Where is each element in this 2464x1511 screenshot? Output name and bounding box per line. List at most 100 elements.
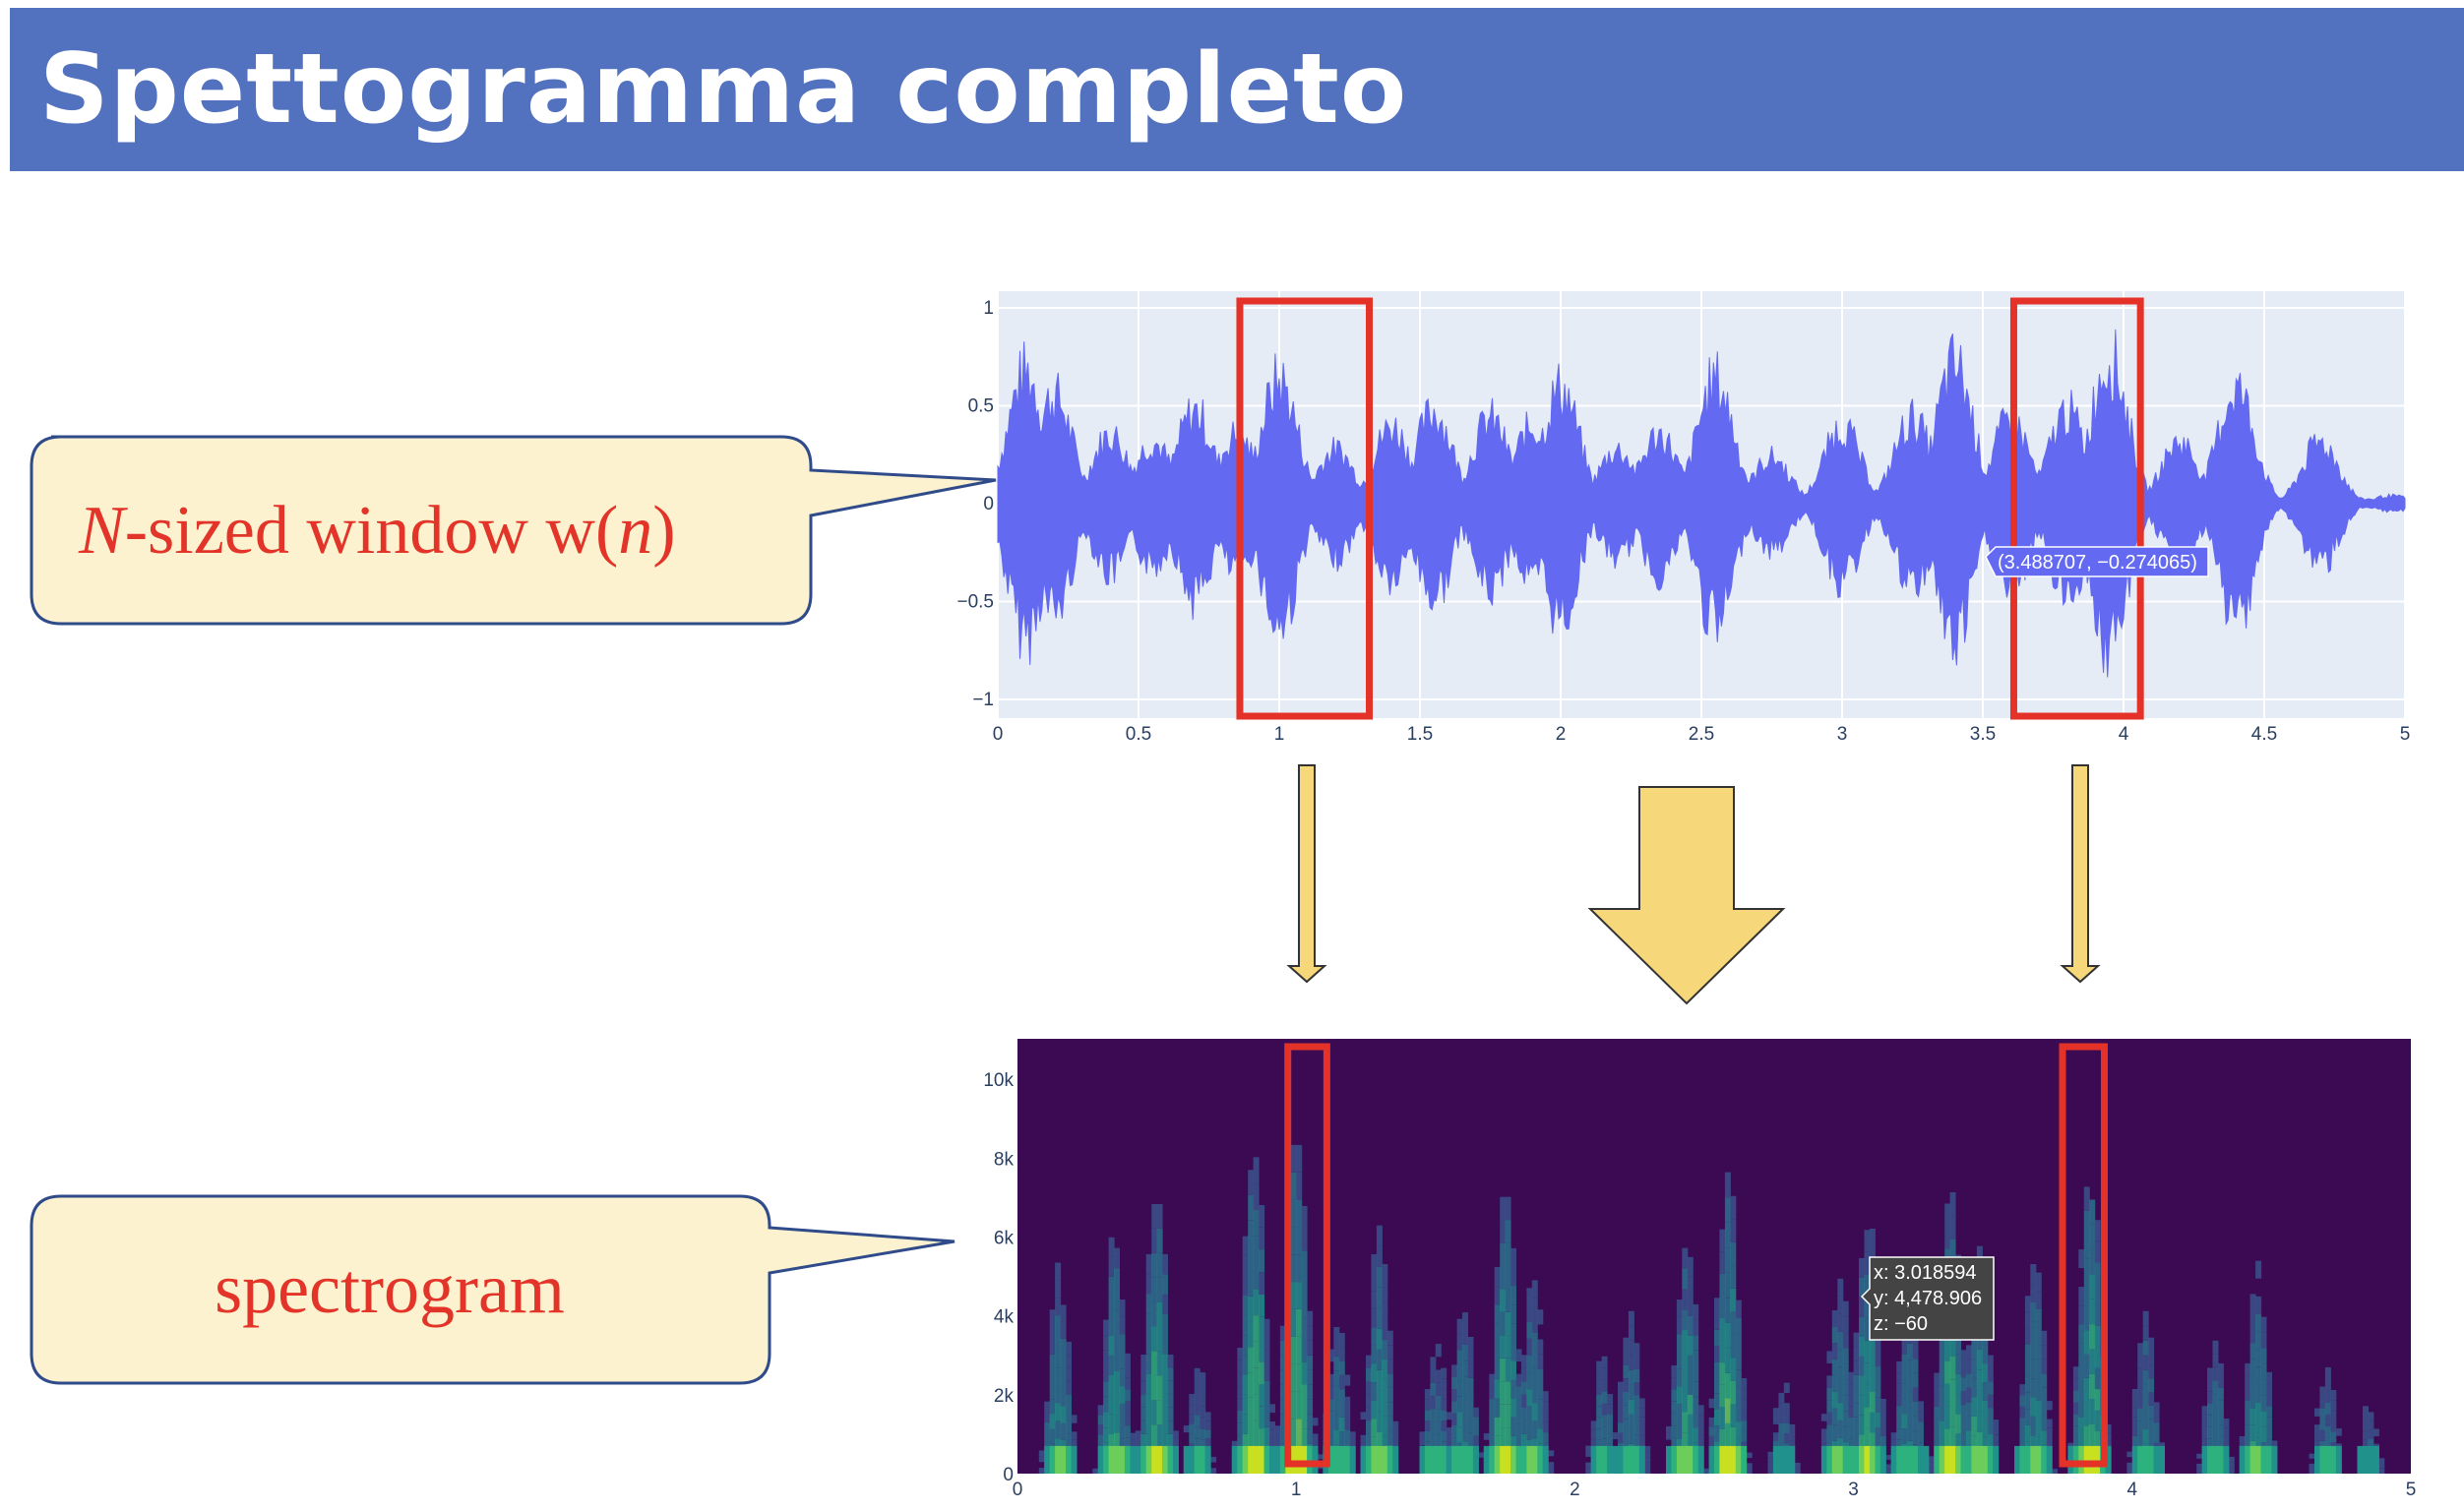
spectrogram-cell — [1119, 1352, 1126, 1369]
spectrogram-cell — [2245, 1436, 2251, 1450]
spectrogram-cell — [1446, 1412, 1452, 1420]
spectrogram-cell — [2072, 1366, 2079, 1379]
arrow-right-small — [2060, 764, 2101, 984]
spectrogram-cell — [1290, 1391, 1297, 1420]
spectrogram-cell — [1494, 1323, 1501, 1343]
spectrogram-low-band — [1456, 1445, 1463, 1474]
spectrogram-cell — [2255, 1402, 2262, 1420]
spectrogram-cell — [1623, 1392, 1630, 1406]
spectrogram-cell — [1966, 1387, 1972, 1403]
spectrogram-low-band — [1676, 1445, 1683, 1474]
spectrogram-cell — [1371, 1400, 1378, 1420]
spectrogram-cell — [1666, 1432, 1672, 1440]
spectrogram-cell — [1724, 1247, 1731, 1273]
spectrogram-cell — [1526, 1355, 1533, 1373]
spectrogram-cell — [1467, 1405, 1474, 1420]
spectrogram-cell — [1259, 1428, 1265, 1452]
spectrogram-cell — [1237, 1422, 1244, 1436]
spectrogram-cell — [2223, 1419, 2230, 1428]
spectrogram-cell — [1638, 1426, 1645, 1436]
spectrogram-cell — [1912, 1372, 1919, 1388]
spectrogram-cell — [1500, 1381, 1507, 1405]
spectrogram-cell — [1960, 1377, 1967, 1392]
spectrogram-cell — [1167, 1420, 1174, 1434]
spectrogram-low-band — [1638, 1445, 1645, 1474]
spectrogram-cell — [1730, 1427, 1737, 1451]
spectrogram-cell — [1124, 1365, 1131, 1378]
spectrogram-cell — [2223, 1436, 2230, 1446]
spectrogram-cell — [1708, 1426, 1715, 1436]
spectrogram-cell — [1242, 1433, 1249, 1454]
spectrogram-cell — [1376, 1411, 1383, 1432]
spectrogram-cell — [1140, 1407, 1147, 1421]
spectrogram-cell — [1820, 1436, 1827, 1444]
spectrogram-cell — [1859, 1257, 1865, 1278]
spectrogram-cell — [1618, 1402, 1624, 1413]
spectrogram-cell — [1714, 1361, 1720, 1378]
spectrogram-cell — [1376, 1369, 1383, 1391]
spectrogram-cell — [1066, 1394, 1072, 1408]
spectrogram-cell — [2260, 1426, 2267, 1443]
spectrogram-cell — [1172, 1430, 1179, 1438]
spectrogram-cell — [1472, 1417, 1479, 1426]
spectrogram-cell — [2217, 1375, 2224, 1388]
spectrogram-cell — [1242, 1414, 1249, 1434]
spectrogram-cell — [1097, 1415, 1104, 1425]
spectrogram-cell — [1993, 1426, 2000, 1435]
spectrogram-cell — [1537, 1354, 1544, 1369]
spectrogram-cell — [1200, 1406, 1206, 1418]
spectrogram-cell — [1263, 1365, 1270, 1381]
spectrogram-cell — [1242, 1315, 1249, 1336]
spectrogram-cell — [1949, 1215, 1956, 1239]
spectrogram-cell — [1596, 1394, 1603, 1407]
spectrogram-cell — [1515, 1399, 1522, 1412]
spectrogram-cell — [1708, 1435, 1715, 1446]
spectrogram-cell — [1441, 1399, 1448, 1411]
spectrogram-cell — [2105, 1440, 2112, 1449]
spectrogram-cell — [1338, 1360, 1345, 1375]
spectrogram-cell — [1542, 1391, 1549, 1402]
spectrogram-cell — [1982, 1419, 1989, 1437]
spectrogram-cell — [1542, 1412, 1549, 1422]
spectrogram-cell — [1848, 1383, 1855, 1395]
spectrogram-cell — [1976, 1390, 1983, 1412]
spectrogram-cell — [1949, 1333, 1956, 1357]
spectrogram-cell — [1194, 1426, 1201, 1439]
spectrogram-low-band — [2153, 1445, 2160, 1474]
spectrogram-cell — [1724, 1272, 1731, 1299]
spectrogram-cell — [1693, 1335, 1699, 1351]
spectrogram-cell — [1467, 1377, 1474, 1392]
spectrogram-cell — [2041, 1402, 2048, 1417]
spectrogram-cell — [1248, 1245, 1255, 1272]
spectrogram-cell — [2137, 1395, 2144, 1409]
spectrogram-cell — [2041, 1345, 2048, 1360]
spectrogram-cell — [2078, 1287, 2085, 1306]
spectrogram-cell — [1618, 1432, 1624, 1443]
spectrogram-cell — [1424, 1431, 1431, 1442]
spectrogram-cell — [1044, 1412, 1051, 1422]
spectrogram-cell — [1671, 1377, 1678, 1390]
spectrogram-cell — [1971, 1359, 1978, 1379]
spectrogram-low-band — [1890, 1445, 1897, 1474]
spectrogram-cell — [1119, 1334, 1126, 1353]
spectrogram-low-band — [1960, 1445, 1967, 1474]
spectrogram-cell — [2030, 1340, 2037, 1360]
spectrogram-cell — [1820, 1428, 1827, 1436]
spectrogram-cell — [1307, 1399, 1314, 1415]
spectrogram-cell — [1746, 1468, 1753, 1474]
spectrogram-cell — [1966, 1359, 1972, 1374]
spectrogram-cell — [1515, 1436, 1522, 1449]
spectrogram-cell — [1049, 1399, 1056, 1415]
spectrogram-cell — [1607, 1433, 1614, 1444]
spectrogram-cell — [1371, 1382, 1378, 1401]
spectrogram-cell — [1435, 1344, 1442, 1358]
spectrogram-low-band — [1515, 1445, 1522, 1474]
spectrogram-cell — [1859, 1336, 1865, 1357]
spectrogram-cell — [1386, 1402, 1393, 1417]
spectrogram-cell — [1875, 1427, 1881, 1443]
spectrogram-cell — [1682, 1247, 1689, 1269]
spectrogram-cell — [1607, 1423, 1614, 1434]
spectrogram-cell — [1741, 1388, 1748, 1400]
spectrogram-cell — [1055, 1262, 1062, 1281]
